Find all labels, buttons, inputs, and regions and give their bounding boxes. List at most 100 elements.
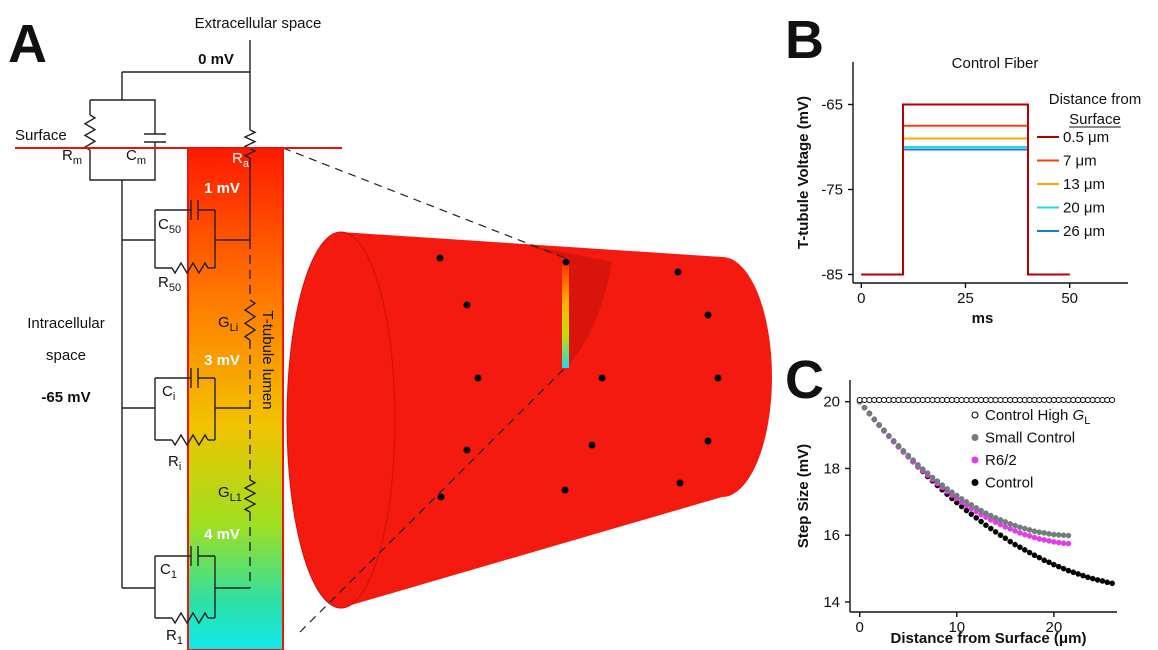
data-point bbox=[1026, 527, 1033, 533]
data-point bbox=[973, 505, 980, 511]
y-axis-label: T-tubule Voltage (mV) bbox=[795, 96, 812, 249]
x-axis-label: ms bbox=[972, 310, 994, 327]
data-point bbox=[963, 507, 970, 514]
potential-label: 1 mV bbox=[204, 180, 240, 197]
data-line bbox=[861, 146, 1070, 276]
lumen-label: T-tubule lumen bbox=[259, 310, 276, 409]
component-symbol: C bbox=[158, 216, 169, 233]
component-symbol: G bbox=[218, 314, 230, 331]
data-point bbox=[1046, 559, 1052, 566]
data-point bbox=[1085, 574, 1091, 581]
data-point bbox=[1051, 531, 1057, 538]
data-point bbox=[978, 507, 984, 514]
wire bbox=[83, 114, 97, 151]
data-point bbox=[1012, 528, 1018, 534]
x-tick-label: 10 bbox=[948, 619, 965, 636]
panel-label: C bbox=[785, 350, 824, 410]
wire bbox=[243, 479, 257, 513]
data-point bbox=[1007, 538, 1014, 545]
data-point bbox=[1099, 578, 1106, 584]
data-point bbox=[1094, 577, 1101, 583]
data-point bbox=[1046, 531, 1052, 537]
component-label: C1 bbox=[160, 561, 177, 581]
legend-label: Small Control bbox=[985, 430, 1075, 447]
circuit bbox=[83, 40, 257, 625]
component-label: Ri bbox=[168, 453, 181, 473]
data-point bbox=[1065, 532, 1072, 539]
y-tick-label: -85 bbox=[821, 267, 843, 284]
data-point bbox=[992, 529, 999, 535]
data-point bbox=[871, 416, 878, 423]
panel-label: A bbox=[8, 14, 47, 74]
data-point bbox=[958, 496, 965, 502]
data-point bbox=[1109, 396, 1116, 404]
data-point bbox=[968, 511, 975, 517]
data-point bbox=[1055, 563, 1062, 570]
y-tick-label: 18 bbox=[823, 460, 840, 477]
component-label: C50 bbox=[158, 216, 181, 236]
legend-marker bbox=[971, 479, 979, 486]
data-point bbox=[1031, 528, 1038, 535]
component-subscript: m bbox=[137, 155, 146, 167]
data-point bbox=[992, 515, 999, 521]
potential-label: 4 mV bbox=[204, 526, 240, 543]
component-subscript: 1 bbox=[177, 635, 183, 647]
component-subscript: m bbox=[73, 155, 82, 167]
component-label: Ra bbox=[232, 150, 250, 170]
data-point bbox=[1017, 524, 1023, 531]
data-point bbox=[1075, 571, 1081, 577]
y-tick-label: 20 bbox=[823, 394, 840, 411]
wire bbox=[90, 99, 156, 134]
component-subscript: i bbox=[179, 461, 181, 473]
data-point bbox=[1060, 565, 1067, 572]
x-axis-label: Distance from Surface (μm) bbox=[891, 630, 1087, 647]
legend-marker bbox=[971, 411, 979, 419]
panel-label: B bbox=[785, 10, 824, 70]
data-point bbox=[1021, 547, 1028, 553]
wire bbox=[171, 261, 209, 275]
data-point bbox=[987, 512, 994, 519]
data-point bbox=[1104, 579, 1111, 586]
data-point bbox=[978, 518, 984, 525]
legend-label: 7 μm bbox=[1063, 153, 1097, 170]
data-point bbox=[866, 410, 873, 417]
x-tick-label: 0 bbox=[856, 619, 864, 636]
potential-label: 0 mV bbox=[198, 51, 234, 68]
data-point bbox=[1012, 522, 1018, 529]
data-point bbox=[1041, 557, 1047, 564]
component-label: Ci bbox=[162, 383, 175, 403]
data-point bbox=[1036, 554, 1043, 561]
data-point bbox=[934, 478, 941, 484]
data-point bbox=[1026, 549, 1033, 556]
surface-label: Surface bbox=[15, 127, 67, 144]
data-point bbox=[944, 486, 950, 492]
legend-title: Distance from bbox=[1049, 91, 1142, 108]
component-symbol: C bbox=[162, 383, 173, 400]
component-subscript: i bbox=[173, 391, 175, 403]
data-point bbox=[881, 427, 887, 434]
legend-label: Control High GL bbox=[985, 407, 1090, 427]
component-subscript: 50 bbox=[169, 282, 181, 294]
data-line bbox=[861, 103, 1070, 276]
extracellular-label: Extracellular space bbox=[195, 15, 322, 32]
data-point bbox=[1041, 537, 1047, 543]
y-tick-label: -75 bbox=[821, 182, 843, 199]
x-tick-label: 50 bbox=[1061, 290, 1078, 307]
data-point bbox=[929, 474, 936, 481]
legend-marker bbox=[971, 456, 979, 464]
data-point bbox=[861, 404, 868, 411]
y-axis-label: Step Size (mV) bbox=[795, 444, 812, 548]
component-subscript: 50 bbox=[169, 224, 181, 236]
component-symbol: R bbox=[168, 453, 179, 470]
fiber-cylinder bbox=[282, 147, 772, 633]
data-point bbox=[1002, 524, 1009, 530]
chart-title: Control Fiber bbox=[952, 55, 1039, 72]
data-point bbox=[1012, 541, 1018, 548]
data-point bbox=[876, 421, 882, 428]
y-tick-label: -65 bbox=[821, 97, 843, 114]
data-point bbox=[963, 499, 970, 505]
component-subscript: a bbox=[243, 158, 250, 170]
component-symbol: R bbox=[232, 150, 243, 167]
data-point bbox=[1031, 552, 1038, 559]
y-tick-label: 16 bbox=[823, 527, 840, 544]
